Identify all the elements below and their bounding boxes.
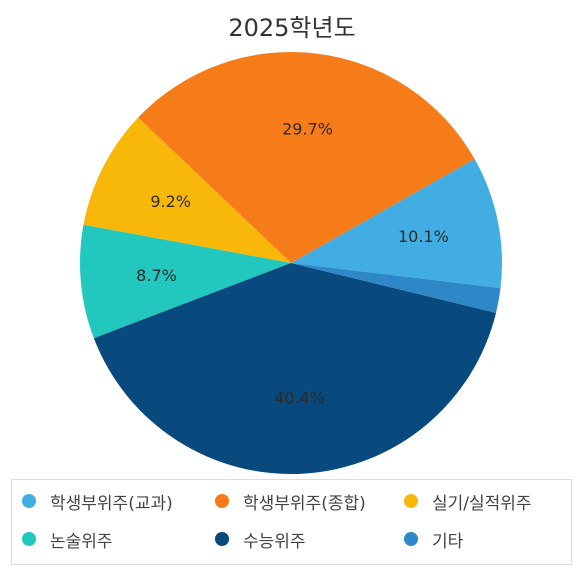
pie-chart: 10.1% 29.7% 9.2% 8.7% 40.4% xyxy=(79,52,503,474)
pie-slice-5[interactable] xyxy=(291,263,501,313)
legend-item-2[interactable]: 실기/실적위주 xyxy=(404,489,532,514)
legend-label: 학생부위주(교과) xyxy=(50,493,173,514)
pie-slice-label-3: 8.7% xyxy=(136,266,177,285)
legend-label: 기타 xyxy=(432,531,464,552)
pie-slice-3[interactable] xyxy=(79,224,291,339)
pie-slices xyxy=(79,52,503,474)
pie-slice-labels: 10.1% 29.7% 9.2% 8.7% 40.4% xyxy=(136,120,449,408)
legend-item-0[interactable]: 학생부위주(교과) xyxy=(22,489,173,514)
chart-title: 2025학년도 xyxy=(228,14,356,42)
pie-slice-1[interactable] xyxy=(138,52,475,263)
legend-item-1[interactable]: 학생부위주(종합) xyxy=(215,489,366,514)
legend-marker-icon xyxy=(215,494,229,508)
pie-slice-label-2: 9.2% xyxy=(150,192,191,211)
legend-label: 학생부위주(종합) xyxy=(243,493,366,514)
legend-marker-icon xyxy=(22,532,36,546)
legend-item-3[interactable]: 논술위주 xyxy=(22,527,113,552)
legend-marker-icon xyxy=(404,494,418,508)
legend-marker-icon xyxy=(22,494,36,508)
legend-item-5[interactable]: 기타 xyxy=(404,527,464,552)
legend-label: 논술위주 xyxy=(50,531,113,552)
pie-slice-2[interactable] xyxy=(83,117,292,263)
pie-slice-4[interactable] xyxy=(93,263,497,474)
legend-marker-icon xyxy=(404,532,418,546)
pie-slice-0[interactable] xyxy=(291,159,503,289)
legend-item-4[interactable]: 수능위주 xyxy=(215,527,306,552)
pie-slice-label-0: 10.1% xyxy=(398,227,449,246)
pie-slice-label-4: 40.4% xyxy=(274,388,325,407)
pie-slice-label-1: 29.7% xyxy=(282,120,333,139)
legend-label: 수능위주 xyxy=(243,531,306,552)
legend-label: 실기/실적위주 xyxy=(432,493,532,514)
legend-marker-icon xyxy=(215,532,229,546)
